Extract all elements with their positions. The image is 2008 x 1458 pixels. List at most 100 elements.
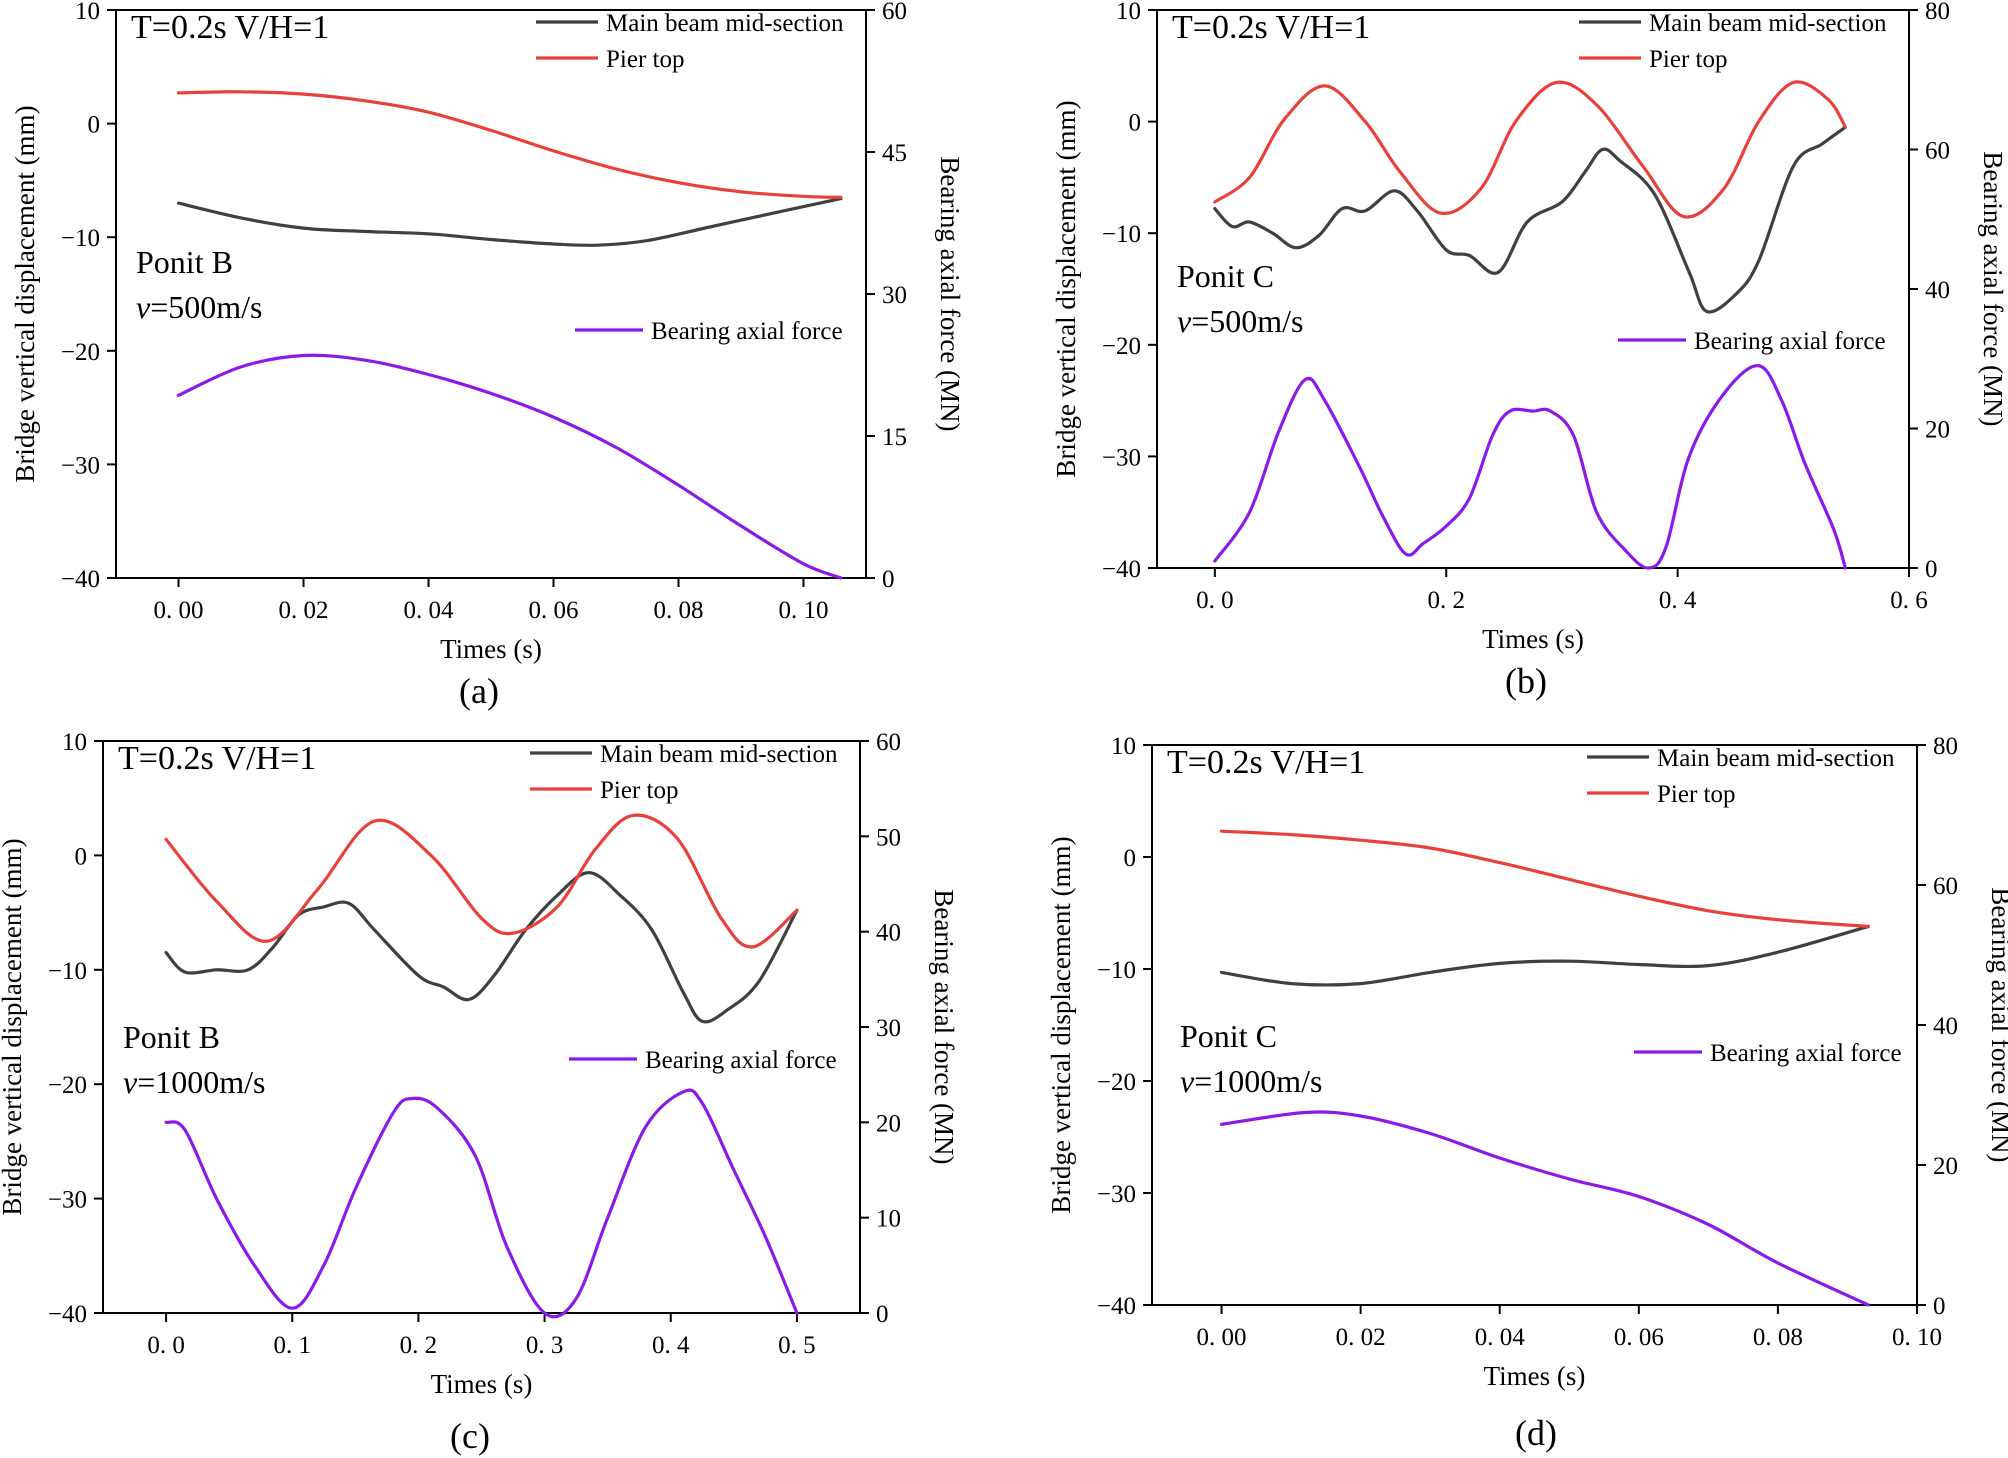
y-left-tick-label: 10 (1111, 733, 1136, 760)
y-right-tick-label: 60 (1925, 138, 1950, 165)
y-left-tick-label: −20 (48, 1072, 87, 1099)
speed-value: =1000m/s (1194, 1063, 1322, 1099)
y-left-tick-label: 0 (75, 843, 88, 870)
point-label: Ponit B (136, 244, 233, 280)
legend-label: Main beam mid-section (1649, 10, 1887, 37)
chart-panel-d: 0. 00 0. 02 0. 04 0. 06 0. 08 0. 10 −40 −30 −20 −… (1046, 733, 2008, 1453)
series-line-pier-top (176, 90, 843, 199)
series-line-main-beam-mid-section (176, 197, 843, 247)
y-left-tick-label: 10 (1116, 0, 1141, 25)
chart-header: T=0.2s V/H=1 (1167, 744, 1365, 781)
y-left-tick-label: −10 (1102, 221, 1141, 248)
series-line-bearing-axial-force (1219, 1110, 1870, 1307)
y-left-tick-label: −30 (1102, 444, 1141, 471)
chart-header: T=0.2s V/H=1 (118, 740, 316, 777)
series-line-pier-top (1219, 829, 1870, 928)
y-right-tick-label: 20 (876, 1110, 901, 1137)
y-left-axis-title: Bridge vertical displacement (mm) (1046, 836, 1076, 1213)
x-tick-label: 0. 2 (400, 1332, 438, 1359)
panel-label: (d) (1515, 1413, 1557, 1453)
panel-label: (a) (459, 671, 499, 711)
x-tick-label: 0. 08 (654, 597, 704, 624)
legend-label: Bearing axial force (1694, 328, 1886, 355)
legend-label: Main beam mid-section (606, 10, 844, 37)
x-tick-label: 0. 2 (1427, 587, 1465, 614)
point-label: Ponit C (1180, 1018, 1277, 1054)
x-tick-label: 0. 5 (778, 1332, 816, 1359)
x-tick-label: 0. 0 (1196, 587, 1234, 614)
legend-label: Pier top (606, 46, 684, 73)
legend-label: Bearing axial force (651, 318, 843, 345)
y-right-tick-label: 30 (882, 282, 907, 309)
x-tick-label: 0. 02 (1336, 1324, 1386, 1351)
x-tick-label: 0. 04 (404, 597, 455, 624)
chart-panel-a: 0. 00 0. 02 0. 04 0. 06 0. 08 0. 10 −40 −30 −20 −… (10, 0, 965, 711)
series-line-main-beam-mid-section (1219, 924, 1870, 987)
y-right-tick-label: 40 (1925, 277, 1950, 304)
y-right-tick-label: 40 (1933, 1013, 1958, 1040)
x-tick-label: 0. 04 (1475, 1324, 1526, 1351)
y-right-tick-label: 10 (876, 1206, 901, 1233)
y-left-tick-label: −20 (1097, 1069, 1136, 1096)
y-left-axis-title: Bridge vertical displacement (mm) (10, 105, 40, 482)
x-tick-label: 0. 06 (529, 597, 579, 624)
point-label: Ponit B (123, 1019, 220, 1055)
panel-label: (b) (1505, 661, 1547, 701)
x-tick-label: 0. 4 (652, 1332, 690, 1359)
speed-value: =1000m/s (137, 1064, 265, 1100)
y-right-tick-label: 45 (882, 140, 907, 167)
legend-label: Pier top (1649, 46, 1727, 73)
y-left-tick-label: 0 (1129, 110, 1142, 137)
x-axis-title: Times (s) (440, 634, 542, 664)
legend-label: Bearing axial force (1710, 1040, 1902, 1067)
speed-label: v=1000m/s (1180, 1063, 1322, 1099)
x-tick-label: 0. 02 (279, 597, 329, 624)
y-right-tick-label: 0 (876, 1301, 889, 1328)
series-line-bearing-axial-force (176, 353, 843, 580)
legend-label: Bearing axial force (645, 1047, 837, 1074)
chart-header: T=0.2s V/H=1 (1172, 9, 1370, 46)
y-left-tick-label: 10 (62, 729, 87, 756)
y-left-tick-label: −30 (1097, 1181, 1136, 1208)
y-left-tick-label: 10 (75, 0, 100, 25)
x-tick-label: 0. 08 (1753, 1324, 1803, 1351)
chart-header: T=0.2s V/H=1 (131, 9, 329, 46)
y-right-tick-label: 80 (1925, 0, 1950, 25)
y-right-tick-label: 60 (882, 0, 907, 25)
y-left-tick-label: 0 (1124, 845, 1137, 872)
y-left-tick-label: 0 (88, 112, 101, 139)
y-right-tick-label: 15 (882, 424, 907, 451)
y-left-tick-label: −30 (61, 452, 100, 479)
legend-label: Pier top (600, 777, 678, 804)
series-line-pier-top (164, 813, 799, 949)
x-tick-label: 0. 10 (1892, 1324, 1942, 1351)
speed-symbol: v (1177, 303, 1192, 339)
y-left-tick-label: −40 (48, 1301, 87, 1328)
x-axis-title: Times (s) (431, 1369, 533, 1399)
x-tick-label: 0. 3 (526, 1332, 564, 1359)
x-tick-label: 0. 00 (154, 597, 204, 624)
y-right-tick-label: 0 (882, 566, 895, 593)
speed-label: v=500m/s (1177, 303, 1303, 339)
y-right-tick-label: 50 (876, 824, 901, 851)
series-line-bearing-axial-force (164, 1088, 799, 1319)
y-left-tick-label: −10 (61, 225, 100, 252)
y-right-tick-label: 0 (1933, 1293, 1946, 1320)
y-right-tick-label: 20 (1933, 1153, 1958, 1180)
y-right-tick-label: 60 (1933, 873, 1958, 900)
chart-panel-b: 0. 0 0. 2 0. 4 0. 6 −40 −30 −20 −10 0 10 0 20 40 60 80… (1051, 0, 2008, 701)
x-tick-label: 0. 0 (147, 1332, 185, 1359)
point-label: Ponit C (1177, 258, 1274, 294)
x-tick-label: 0. 06 (1614, 1324, 1664, 1351)
y-left-tick-label: −10 (48, 958, 87, 985)
y-right-axis-title: Bearing axial force (MN) (1986, 887, 2008, 1162)
y-right-axis-title: Bearing axial force (MN) (935, 156, 965, 431)
y-right-tick-label: 20 (1925, 417, 1950, 444)
y-right-tick-label: 30 (876, 1015, 901, 1042)
legend-label: Main beam mid-section (600, 741, 838, 768)
x-tick-label: 0. 00 (1197, 1324, 1247, 1351)
y-left-axis-title: Bridge vertical displacement (mm) (0, 838, 27, 1215)
x-axis-title: Times (s) (1482, 624, 1584, 654)
y-right-tick-label: 0 (1925, 556, 1938, 583)
speed-value: =500m/s (150, 289, 262, 325)
